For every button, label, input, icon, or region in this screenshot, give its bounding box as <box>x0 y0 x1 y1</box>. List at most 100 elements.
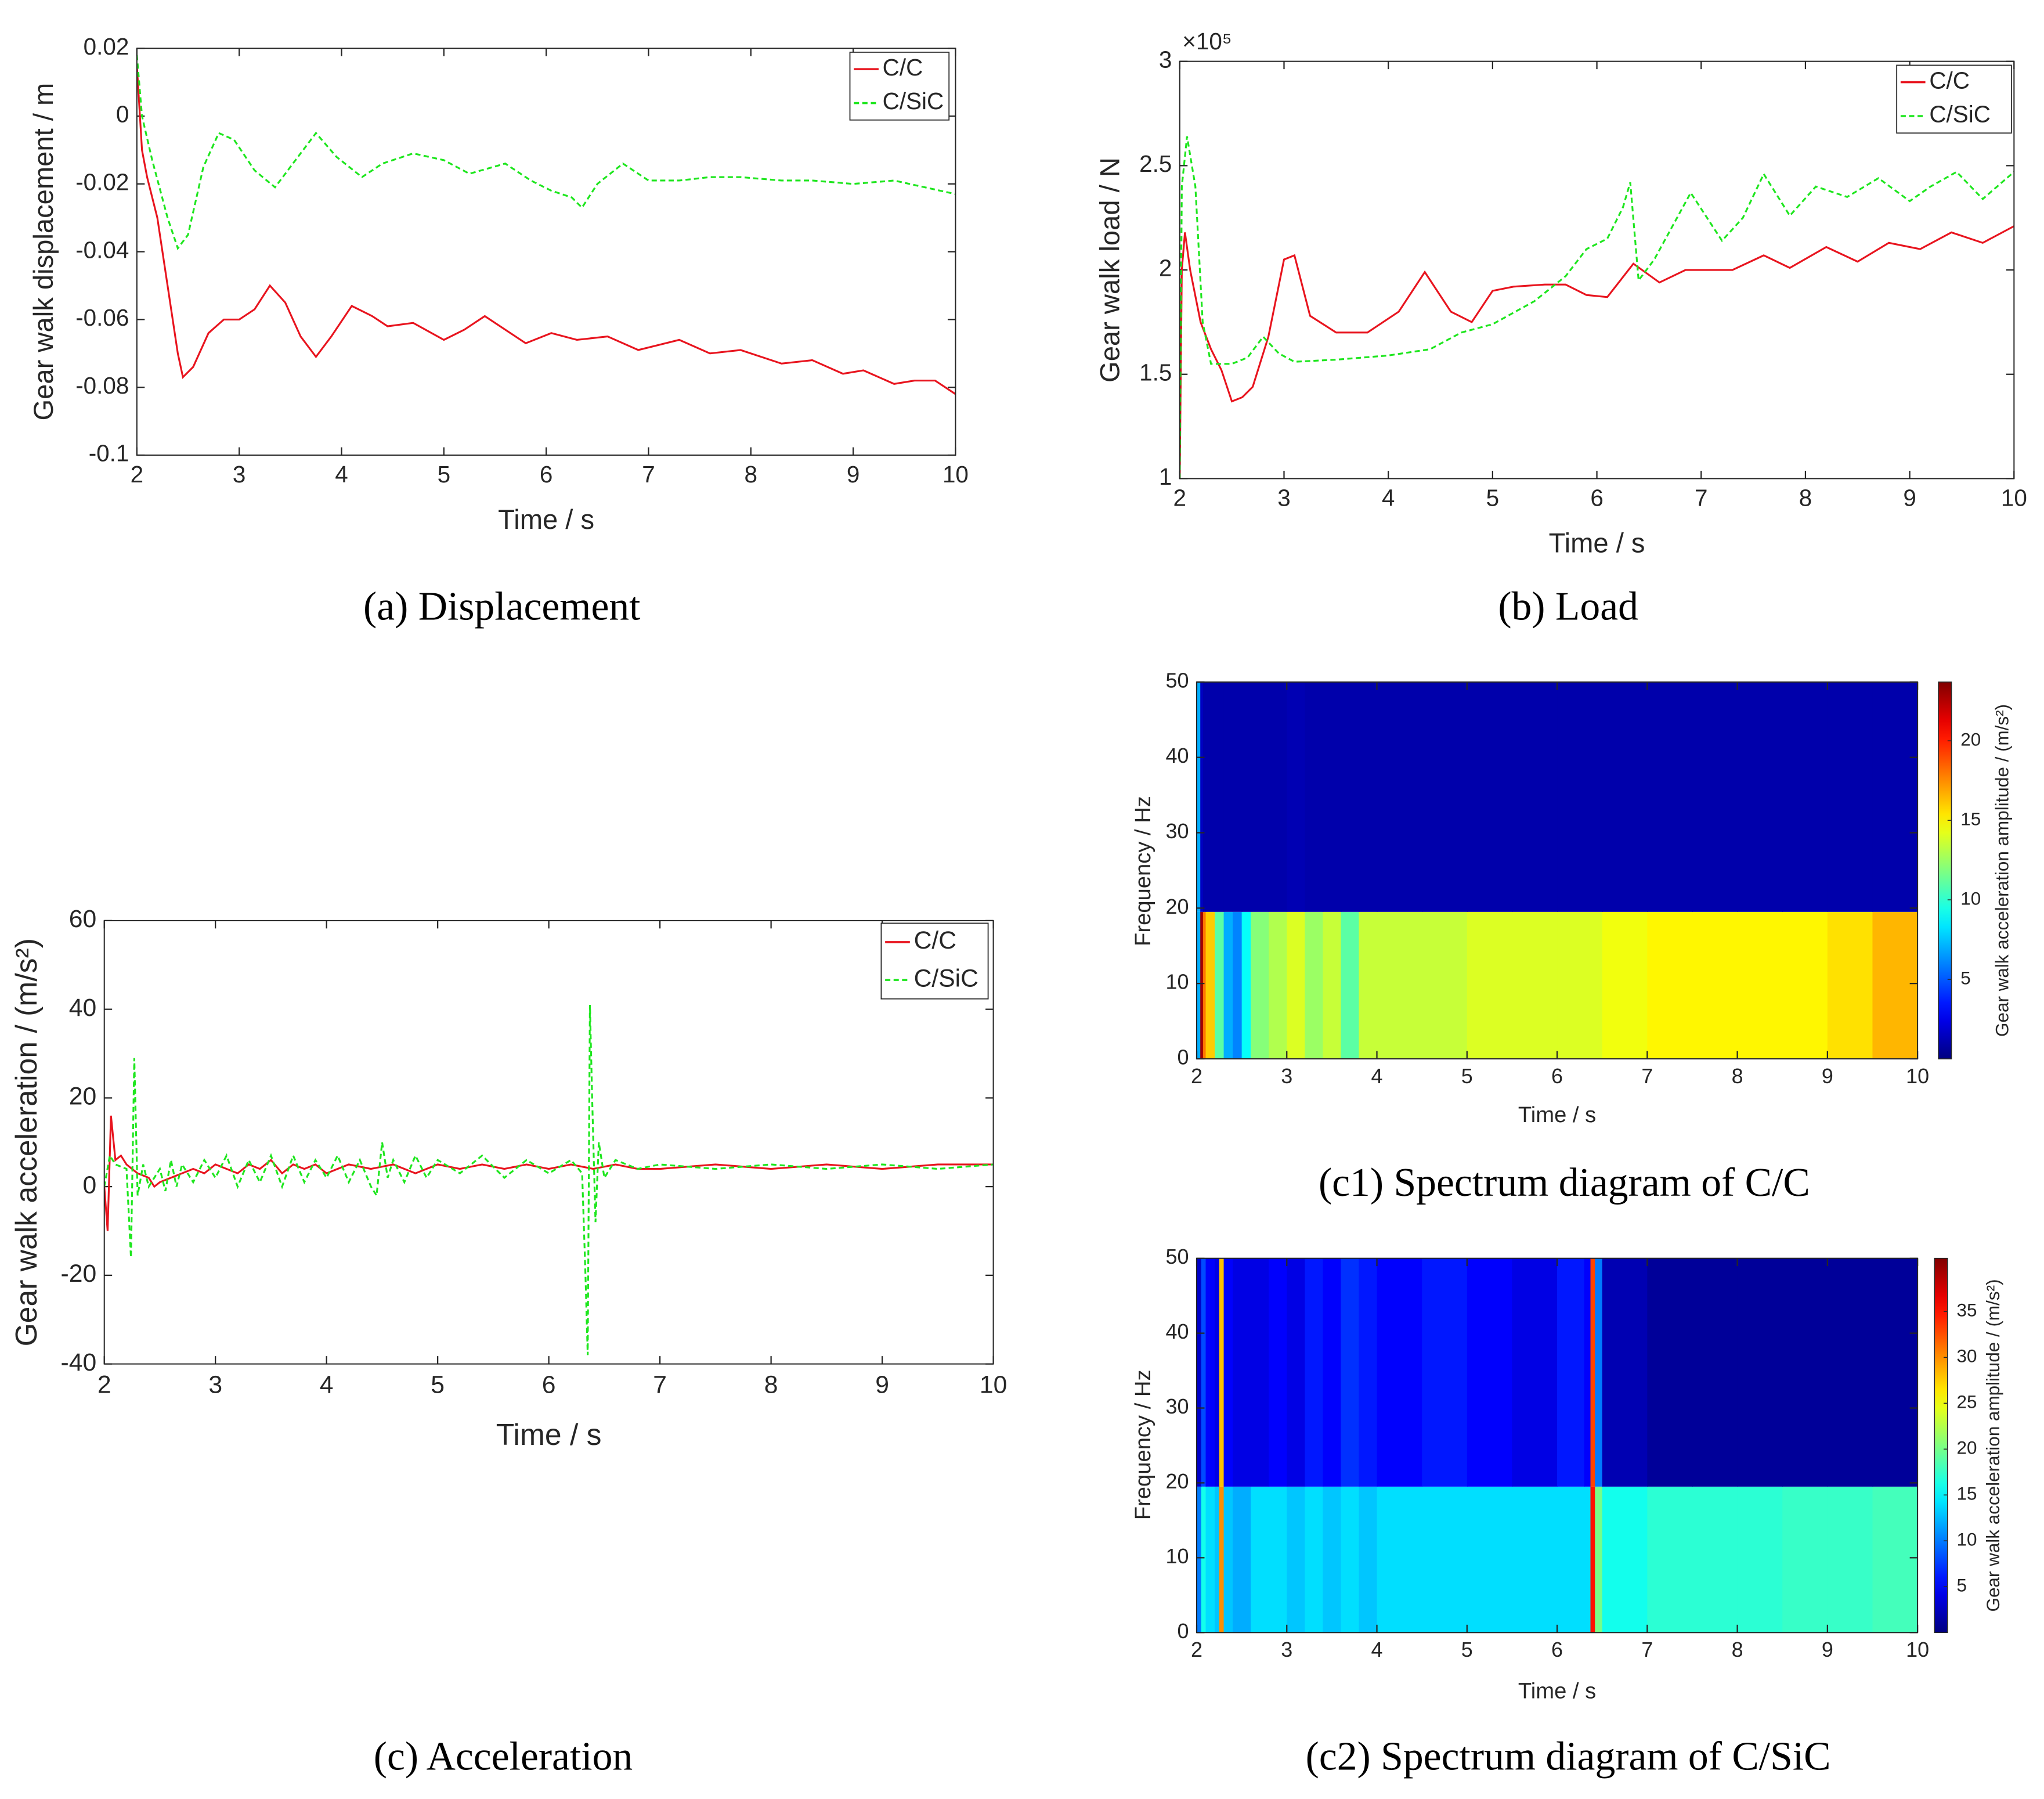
y-tick-label: 1.5 <box>1139 359 1172 385</box>
heat-cell <box>1205 911 1215 1059</box>
heat-cell <box>1233 1486 1252 1633</box>
heat-cell <box>1422 1486 1468 1633</box>
x-tick-label: 3 <box>1281 1638 1292 1661</box>
heat-cell <box>1377 682 1423 912</box>
x-tick-label: 8 <box>1799 485 1812 511</box>
heat-cell <box>1205 682 1215 912</box>
heat-cell <box>1269 911 1288 1059</box>
legend-label: C/SiC <box>1929 101 1991 128</box>
y-tick-label: -0.1 <box>89 440 129 467</box>
heat-cell <box>1595 1258 1603 1487</box>
y-axis-label: Gear walk load / N <box>1094 157 1125 383</box>
heat-cell <box>1269 682 1288 912</box>
x-tick-label: 5 <box>1461 1638 1473 1661</box>
caption: (c2) Spectrum diagram of C/SiC <box>1306 1734 1831 1779</box>
heat-cell <box>1223 911 1233 1059</box>
heat-cell <box>1205 1486 1215 1633</box>
x-tick-label: 9 <box>1822 1638 1833 1661</box>
heat-cell <box>1647 682 1693 912</box>
heat-cell <box>1287 911 1306 1059</box>
x-axis-label: Time / s <box>1518 1679 1596 1704</box>
y-tick-label: 2 <box>1159 255 1172 282</box>
legend-box <box>1896 64 2012 134</box>
axes-box <box>136 48 956 456</box>
colorbar-tick-label: 20 <box>1960 729 1981 749</box>
heat-cell <box>1223 682 1233 912</box>
x-tick-label: 9 <box>847 461 860 488</box>
x-tick-label: 5 <box>1486 485 1499 511</box>
heat-cell <box>1872 1486 1919 1633</box>
heat-cell <box>1422 911 1468 1059</box>
heat-cell <box>1467 911 1513 1059</box>
heat-cell <box>1782 1486 1828 1633</box>
y-tick-label: 30 <box>1166 819 1189 843</box>
heat-cell <box>1205 1258 1215 1487</box>
x-tick-label: 2 <box>1191 1638 1202 1661</box>
x-axis-label: Time / s <box>1518 1102 1596 1127</box>
heat-cell <box>1341 911 1360 1059</box>
y-tick-label: 60 <box>69 905 96 933</box>
x-tick-label: 8 <box>745 461 757 488</box>
heat-cell <box>1251 1258 1270 1487</box>
legend-box <box>849 52 950 121</box>
colorbar-tick-label: 15 <box>1957 1484 1977 1504</box>
heat-cell <box>1467 1486 1513 1633</box>
x-tick-label: 10 <box>2001 485 2027 511</box>
x-tick-label: 9 <box>1822 1064 1833 1088</box>
heat-cell <box>1323 682 1342 912</box>
y-tick-label: 40 <box>69 994 96 1022</box>
heat-cell <box>1233 682 1243 912</box>
heat-cell <box>1512 682 1558 912</box>
heat-cell <box>1287 1258 1306 1487</box>
y-tick-label: -0.02 <box>75 168 129 195</box>
heat-cell <box>1305 682 1324 912</box>
heat-cell <box>1241 911 1252 1059</box>
y-multiplier: ×10⁵ <box>1182 28 1232 55</box>
x-tick-label: 10 <box>1906 1638 1929 1661</box>
heat-cell <box>1359 1258 1378 1487</box>
x-tick-label: 4 <box>1371 1064 1383 1088</box>
heat-cell <box>1359 911 1378 1059</box>
colorbar-tick-label: 5 <box>1957 1576 1967 1596</box>
y-axis-label: Gear walk displacement / m <box>28 83 59 421</box>
heat-cell <box>1602 682 1648 912</box>
x-tick-label: 2 <box>131 461 143 488</box>
heat-cell <box>1557 1258 1585 1487</box>
caption: (c) Acceleration <box>374 1734 633 1779</box>
heat-cell <box>1215 1258 1220 1487</box>
y-tick-label: 10 <box>1166 1544 1189 1568</box>
heat-cell <box>1223 1258 1233 1487</box>
heat-cell <box>1467 682 1513 912</box>
y-tick-label: 40 <box>1166 744 1189 767</box>
colorbar-label: Gear walk acceleration amplitude / (m/s²… <box>1983 1279 2003 1611</box>
heat-cell <box>1196 911 1201 1059</box>
colorbar-tick-label: 5 <box>1960 968 1970 988</box>
colorbar <box>1934 1257 1948 1634</box>
heat-cell <box>1305 1486 1324 1633</box>
x-tick-label: 9 <box>1903 485 1916 511</box>
x-tick-label: 2 <box>1173 485 1186 511</box>
plot-area <box>1179 61 2014 479</box>
heat-cell <box>1200 911 1204 1059</box>
heat-cell <box>1323 1258 1342 1487</box>
y-tick-label: -0.08 <box>75 372 129 399</box>
heat-cell <box>1251 1486 1270 1633</box>
heat-cell <box>1872 682 1919 912</box>
heat-cell <box>1737 682 1783 912</box>
heat-cell <box>1584 1486 1591 1633</box>
heat-cell <box>1422 682 1468 912</box>
data-line <box>136 65 956 395</box>
x-tick-label: 5 <box>1461 1064 1473 1088</box>
heat-cell <box>1512 1486 1558 1633</box>
x-tick-label: 6 <box>540 461 552 488</box>
heat-cell <box>1872 911 1919 1059</box>
heat-cell <box>1233 911 1243 1059</box>
heat-cell <box>1377 1486 1423 1633</box>
heat-cell <box>1341 1486 1360 1633</box>
heat-cell <box>1590 1258 1596 1487</box>
y-tick-label: 30 <box>1166 1394 1189 1418</box>
x-tick-label: 8 <box>764 1371 778 1398</box>
heat-cell <box>1557 911 1603 1059</box>
plot-area <box>104 920 994 1364</box>
